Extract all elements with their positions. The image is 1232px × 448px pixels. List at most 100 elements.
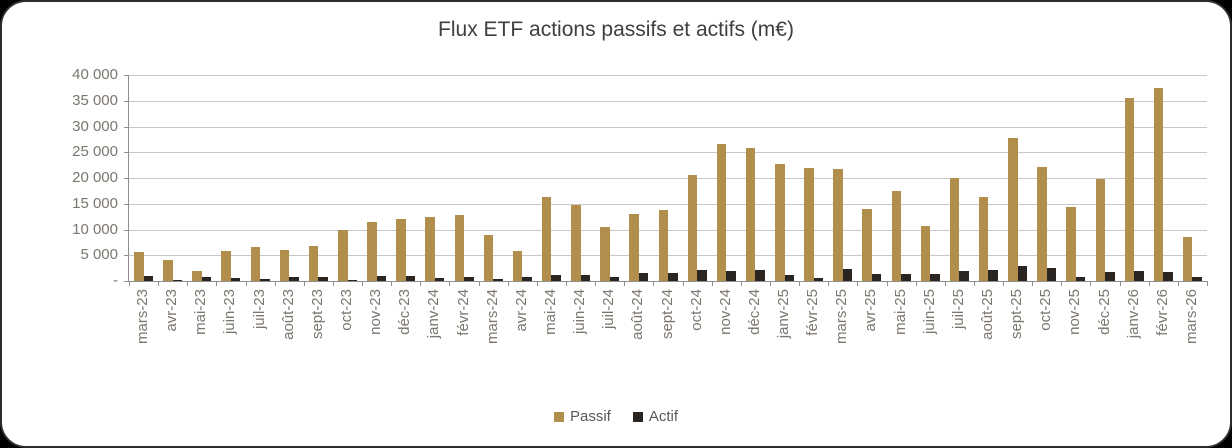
x-axis-tick: [1148, 281, 1150, 286]
y-axis-label: 10 000: [72, 220, 118, 238]
x-axis-label: juin-23: [221, 289, 239, 335]
y-axis-label: 35 000: [72, 91, 118, 109]
x-axis-label: mars-26: [1182, 289, 1200, 345]
x-axis-label: mai-24: [541, 289, 559, 335]
passif-bar: [978, 196, 989, 281]
actif-bar: [580, 274, 591, 281]
passif-bar: [1182, 236, 1193, 281]
y-axis-tick: [124, 100, 128, 102]
x-axis-tick: [1003, 281, 1005, 286]
actif-bar: [668, 273, 678, 281]
x-axis-tick: [187, 281, 189, 286]
passif-bar: [483, 235, 494, 281]
passif-bar: [541, 197, 552, 281]
passif-bar: [308, 245, 319, 281]
actif-bar: [959, 271, 969, 281]
gridline: [129, 152, 1207, 154]
x-axis-tick: [507, 281, 509, 286]
y-axis-label: 5 000: [80, 246, 118, 264]
x-axis-label: févr-24: [454, 289, 472, 336]
x-axis-tick: [216, 281, 218, 286]
x-axis-label: oct-24: [687, 289, 705, 331]
chart-legend: Passif Actif: [2, 408, 1230, 425]
x-axis-tick: [332, 281, 334, 286]
gridline: [129, 229, 1207, 231]
gridline: [129, 100, 1207, 102]
y-axis-tick: [124, 229, 128, 231]
x-axis-tick: [1090, 281, 1092, 286]
x-axis-tick: [420, 281, 422, 286]
plot-area: [124, 75, 1208, 286]
x-axis-tick: [449, 281, 451, 286]
actif-bar: [1075, 277, 1086, 281]
actif-bar: [813, 277, 824, 281]
legend-swatch-actif: [632, 411, 643, 422]
x-axis-label: août-23: [279, 289, 297, 340]
legend-item-actif: Actif: [632, 408, 679, 425]
x-axis-tick: [915, 281, 917, 286]
actif-bar: [784, 274, 795, 281]
passif-bar: [658, 210, 668, 281]
passif-bar: [512, 251, 523, 281]
actif-bar: [376, 276, 387, 281]
x-axis-tick: [828, 281, 830, 286]
passif-bar: [1153, 88, 1164, 281]
y-axis-label: 15 000: [72, 194, 118, 212]
y-axis-label: 20 000: [72, 169, 118, 186]
passif-bar: [687, 175, 698, 281]
actif-bar: [172, 280, 183, 281]
actif-bar: [697, 270, 707, 281]
chart-title: Flux ETF actions passifs et actifs (m€): [438, 18, 794, 41]
gridline: [129, 255, 1207, 257]
x-axis-tick: [740, 281, 742, 286]
x-axis-tick: [799, 281, 801, 286]
x-axis-tick: [711, 281, 713, 286]
x-axis-tick: [624, 281, 626, 286]
x-axis-tick: [595, 281, 597, 286]
x-axis-tick: [362, 281, 364, 286]
x-axis-tick: [857, 281, 859, 286]
actif-bar: [464, 276, 474, 281]
x-axis-label: déc-25: [1095, 289, 1113, 335]
actif-bar: [143, 275, 154, 281]
actif-bar: [609, 276, 620, 281]
gridline: [129, 203, 1207, 205]
y-axis-tick: [124, 255, 128, 257]
actif-bar: [522, 276, 532, 281]
x-axis-label: nov-24: [716, 289, 734, 335]
passif-bar: [338, 230, 348, 281]
passif-bar: [716, 144, 727, 281]
x-axis-tick: [158, 281, 160, 286]
actif-bar: [988, 270, 998, 281]
passif-bar: [775, 163, 785, 281]
x-axis-tick: [682, 281, 684, 286]
passif-bar: [745, 148, 756, 281]
x-axis-label: sept-23: [308, 289, 326, 340]
x-axis-label: mai-23: [192, 289, 210, 335]
passif-bar: [833, 169, 843, 281]
x-axis-tick: [274, 281, 276, 286]
legend-label-passif: Passif: [569, 408, 611, 425]
legend-label-actif: Actif: [648, 408, 679, 425]
actif-bar: [405, 276, 416, 281]
x-axis-label: oct-25: [1037, 289, 1055, 331]
x-axis-label: févr-25: [804, 289, 822, 336]
x-axis-label: janv-25: [775, 289, 793, 339]
gridline: [129, 75, 1207, 76]
x-axis-tick: [536, 281, 538, 286]
actif-bar: [930, 274, 940, 281]
x-axis-label: janv-26: [1124, 289, 1142, 339]
x-axis-label: avr-23: [163, 289, 181, 332]
passif-bar: [949, 178, 960, 281]
passif-bar: [396, 218, 406, 281]
actif-bar: [1017, 266, 1028, 281]
passif-bar: [192, 271, 202, 281]
x-axis-tick: [1119, 281, 1121, 286]
x-axis-tick: [1061, 281, 1063, 286]
x-axis-label: juil-24: [600, 289, 618, 330]
y-axis-label: 40 000: [72, 66, 118, 83]
x-axis-tick: [566, 281, 568, 286]
actif-bar: [347, 280, 357, 281]
y-axis-tick: [124, 281, 128, 282]
